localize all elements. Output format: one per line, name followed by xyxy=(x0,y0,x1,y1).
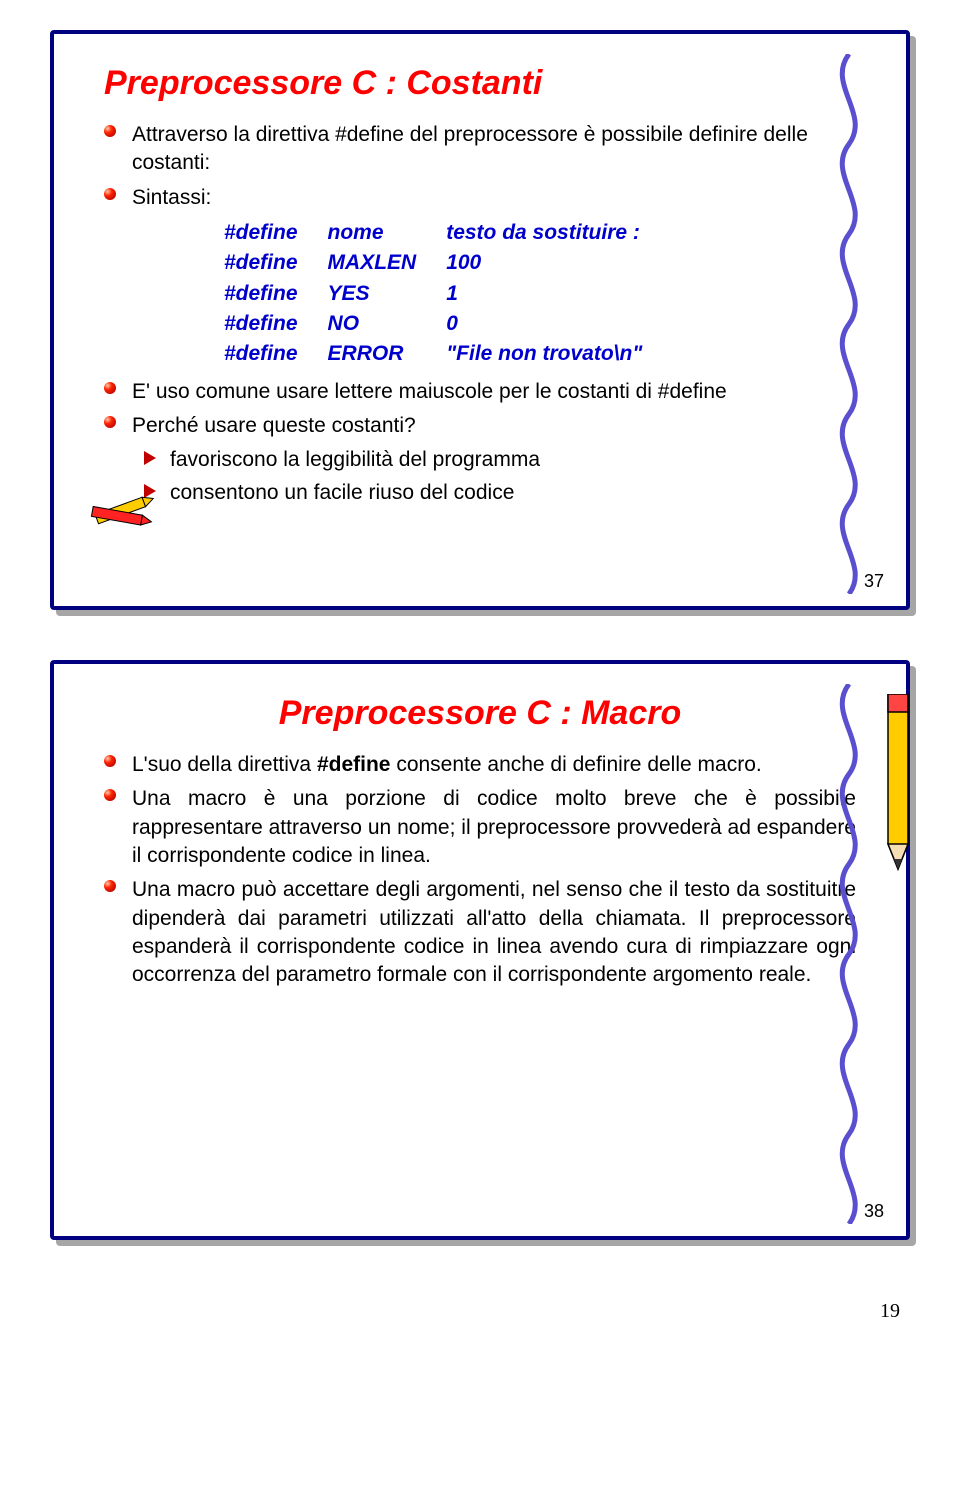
bullet-text: Perché usare queste costanti? xyxy=(132,412,856,440)
code-row: #define nome testo da sostituire : xyxy=(224,218,672,248)
squiggle-decoration xyxy=(821,684,876,1224)
bullet-icon xyxy=(104,378,132,394)
code-cell: "File non trovato\n" xyxy=(446,339,672,369)
bullet-icon xyxy=(104,121,132,137)
sub-bullet-item: favoriscono la leggibilità del programma xyxy=(144,446,856,474)
bullet-text: Sintassi: xyxy=(132,184,856,212)
slide-title: Preprocessore C : Costanti xyxy=(104,64,856,103)
text-bold: #define xyxy=(317,753,391,776)
code-block: #define nome testo da sostituire : #defi… xyxy=(224,218,672,370)
code-cell: #define xyxy=(224,218,328,248)
page-number: 19 xyxy=(50,1290,910,1323)
sub-bullet-text: consentono un facile riuso del codice xyxy=(170,479,514,507)
bullet-text: L'suo della direttiva #define consente a… xyxy=(132,751,856,779)
slide-title: Preprocessore C : Macro xyxy=(104,694,856,733)
code-cell: NO xyxy=(328,309,447,339)
slide-1: Preprocessore C : Costanti Attraverso la… xyxy=(50,30,910,610)
slide-body: L'suo della direttiva #define consente a… xyxy=(104,751,856,990)
slide-2: Preprocessore C : Macro L'suo della dire… xyxy=(50,660,910,1240)
code-cell: MAXLEN xyxy=(328,248,447,278)
code-cell: 0 xyxy=(446,309,672,339)
crayons-icon xyxy=(84,476,164,536)
bullet-icon xyxy=(104,412,132,428)
code-row: #define ERROR "File non trovato\n" xyxy=(224,339,672,369)
code-cell: #define xyxy=(224,279,328,309)
code-row: #define YES 1 xyxy=(224,279,672,309)
slide-number: 38 xyxy=(864,1201,884,1222)
sub-bullet-text: favoriscono la leggibilità del programma xyxy=(170,446,540,474)
bullet-item: Una macro è una porzione di codice molto… xyxy=(104,785,856,870)
code-cell: #define xyxy=(224,339,328,369)
code-cell: nome xyxy=(328,218,447,248)
code-cell: 1 xyxy=(446,279,672,309)
page-container: Preprocessore C : Costanti Attraverso la… xyxy=(0,0,960,1333)
bullet-icon xyxy=(104,876,132,892)
arrow-icon xyxy=(144,446,170,465)
pencil-icon xyxy=(878,694,918,894)
code-cell: #define xyxy=(224,309,328,339)
syntax-label: Sintassi: xyxy=(132,186,211,209)
bullet-item: Perché usare queste costanti? xyxy=(104,412,856,440)
bullet-text: Una macro può accettare degli argomenti,… xyxy=(132,876,856,989)
code-cell: YES xyxy=(328,279,447,309)
bullet-text: Attraverso la direttiva #define del prep… xyxy=(132,121,856,178)
text-part: L'suo della direttiva xyxy=(132,753,317,776)
slide-body: Attraverso la direttiva #define del prep… xyxy=(104,121,856,507)
code-row: #define NO 0 xyxy=(224,309,672,339)
bullet-item: Attraverso la direttiva #define del prep… xyxy=(104,121,856,178)
bullet-icon xyxy=(104,785,132,801)
bullet-item: Sintassi: xyxy=(104,184,856,212)
bullet-text: Una macro è una porzione di codice molto… xyxy=(132,785,856,870)
bullet-icon xyxy=(104,751,132,767)
bullet-item: L'suo della direttiva #define consente a… xyxy=(104,751,856,779)
code-cell: #define xyxy=(224,248,328,278)
code-cell: 100 xyxy=(446,248,672,278)
sub-bullet-item: consentono un facile riuso del codice xyxy=(144,479,856,507)
bullet-icon xyxy=(104,184,132,200)
code-row: #define MAXLEN 100 xyxy=(224,248,672,278)
slide-number: 37 xyxy=(864,571,884,592)
text-part: consente anche di definire delle macro. xyxy=(390,753,761,776)
bullet-item: Una macro può accettare degli argomenti,… xyxy=(104,876,856,989)
bullet-item: E' uso comune usare lettere maiuscole pe… xyxy=(104,378,856,406)
code-cell: testo da sostituire : xyxy=(446,218,672,248)
code-cell: ERROR xyxy=(328,339,447,369)
squiggle-decoration xyxy=(821,54,876,594)
bullet-text: E' uso comune usare lettere maiuscole pe… xyxy=(132,378,856,406)
